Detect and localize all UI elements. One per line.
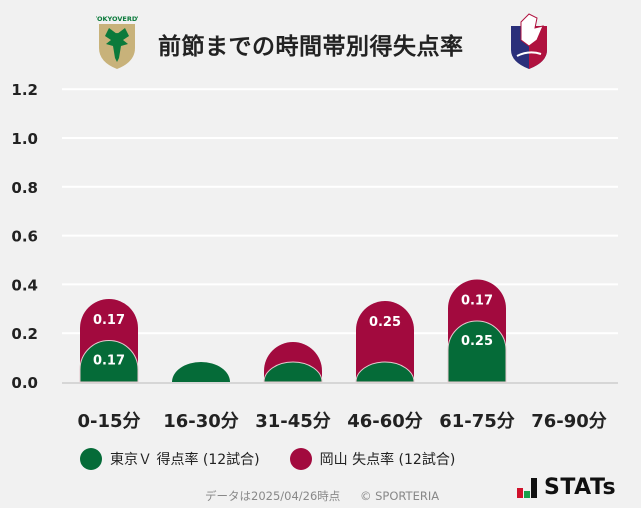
- chart-legend: 東京Ｖ 得点率 (12試合) 岡山 失点率 (12試合): [80, 448, 485, 470]
- bar-verdy-scored: [355, 361, 415, 383]
- y-tick-label: 0.2: [11, 325, 38, 343]
- fagiano-okayama-logo: [507, 12, 551, 70]
- chart-title: 前節までの時間帯別得失点率: [158, 34, 464, 60]
- bar-value-label: 0.25: [461, 334, 493, 349]
- svg-text:TOKYOVERDY: TOKYOVERDY: [96, 15, 138, 23]
- x-tick-label: 61-75分: [439, 411, 515, 432]
- tokyo-verdy-logo: TOKYOVERDY: [93, 14, 142, 70]
- y-tick-label: 1.0: [11, 130, 38, 148]
- legend-swatch-green-icon: [80, 448, 102, 470]
- bar-value-label: 0.25: [369, 315, 401, 330]
- bar-verdy-scored: [263, 361, 323, 383]
- x-tick-label: 16-30分: [163, 411, 239, 432]
- legend-item-tokyo-verdy: 東京Ｖ 得点率 (12試合): [80, 448, 260, 470]
- bar-value-label: 0.17: [461, 294, 493, 309]
- copyright-text: © SPORTERIA: [359, 489, 440, 503]
- stats-brand-text: STATs: [544, 475, 617, 500]
- chart-header: TOKYOVERDY 前節までの時間帯別得失点率: [0, 0, 641, 80]
- y-tick-label: 1.2: [11, 81, 38, 99]
- x-tick-label: 31-45分: [255, 411, 331, 432]
- y-tick-label: 0.8: [11, 179, 38, 197]
- bar-value-label: 0.17: [93, 313, 125, 328]
- bar-verdy-scored: [447, 320, 507, 383]
- bar-chart: 0.0 0.2 0.4 0.6 0.8 1.0 1.2 0.17 0.17 0-15分 16-30分…: [11, 81, 618, 432]
- data-date-text: データは2025/04/26時点: [205, 489, 341, 503]
- x-tick-label: 0-15分: [77, 411, 140, 432]
- bar-verdy-scored: [172, 362, 230, 382]
- bar-value-label: 0.17: [93, 354, 125, 369]
- bar-okayama-conceded: [356, 301, 414, 382]
- stats-brand-logo: STATs: [517, 475, 617, 500]
- x-tick-label: 76-90分: [531, 411, 607, 432]
- y-tick-label: 0.0: [11, 374, 38, 392]
- legend-label: 岡山 失点率 (12試合): [319, 452, 456, 468]
- legend-label: 東京Ｖ 得点率 (12試合): [110, 452, 260, 468]
- y-tick-label: 0.6: [11, 228, 38, 246]
- bar-verdy-scored: [79, 340, 139, 383]
- y-tick-label: 0.4: [11, 276, 38, 294]
- x-tick-label: 46-60分: [347, 411, 423, 432]
- legend-item-okayama: 岡山 失点率 (12試合): [289, 448, 456, 470]
- stats-bars-icon: [517, 478, 538, 498]
- footer-note: データは2025/04/26時点 © SPORTERIA: [205, 488, 439, 504]
- legend-swatch-red-icon: [289, 448, 312, 470]
